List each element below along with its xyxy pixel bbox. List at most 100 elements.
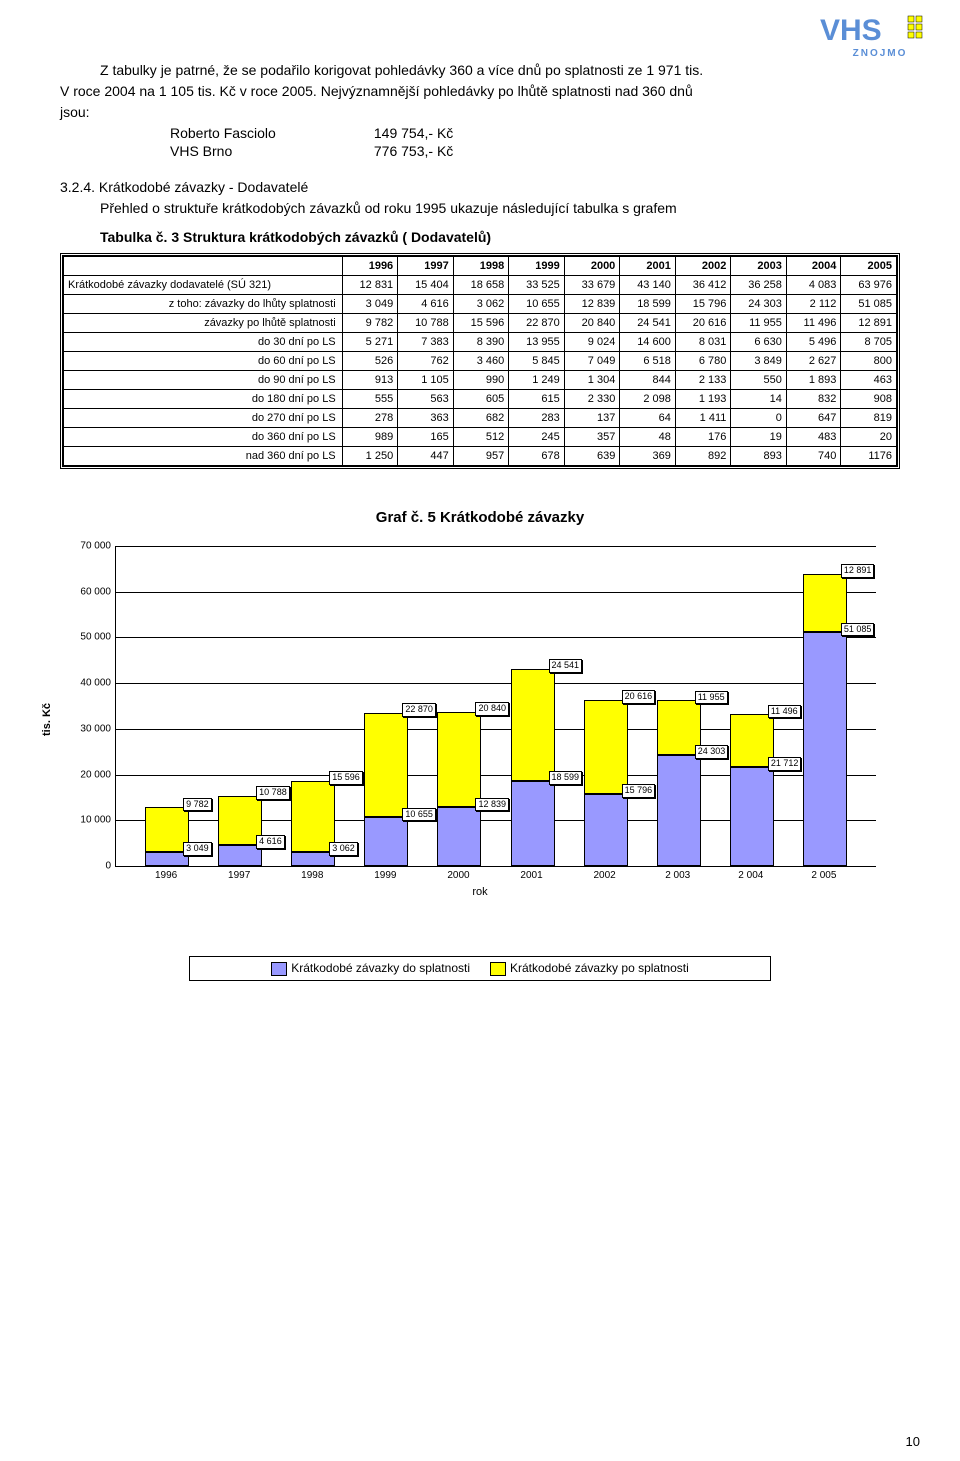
cell: 7 049 (564, 352, 620, 371)
cell: 12 839 (564, 295, 620, 314)
th-year: 2001 (620, 257, 676, 276)
table-row: Krátkodobé závazky dodavatelé (SÚ 321)12… (64, 276, 897, 295)
table-row: do 180 dní po LS5555636056152 3302 0981 … (64, 390, 897, 409)
cell: 463 (841, 371, 897, 390)
cell: 8 031 (675, 333, 731, 352)
y-tick: 0 (69, 861, 111, 872)
section-heading: 3.2.4. Krátkodobé závazky - Dodavatelé P… (60, 177, 900, 219)
creditor-amt: 776 753,- Kč (374, 143, 453, 159)
cell: 9 024 (564, 333, 620, 352)
y-tick: 20 000 (69, 769, 111, 780)
section-num: 3.2.4. Krátkodobé závazky - Dodavatelé (60, 177, 900, 198)
cell: 8 390 (453, 333, 509, 352)
bar-bottom-label: 51 085 (841, 623, 875, 637)
cell: 1 893 (786, 371, 840, 390)
th-year: 2004 (786, 257, 840, 276)
cell: 363 (398, 409, 454, 428)
cell: 13 955 (509, 333, 565, 352)
cell: 1 193 (675, 390, 731, 409)
bar-top-label: 24 541 (549, 659, 583, 673)
cell: 832 (786, 390, 840, 409)
table-row: z toho: závazky do lhůty splatnosti3 049… (64, 295, 897, 314)
legend-item-0: Krátkodobé závazky do splatnosti (271, 961, 470, 976)
row-label: do 360 dní po LS (64, 428, 343, 447)
x-tick: 2 005 (786, 870, 862, 881)
grid-line (116, 637, 876, 638)
cell: 10 655 (509, 295, 565, 314)
row-label: do 30 dní po LS (64, 333, 343, 352)
cell: 15 596 (453, 314, 509, 333)
row-label: nad 360 dní po LS (64, 447, 343, 466)
legend-label-0: Krátkodobé závazky do splatnosti (291, 961, 470, 975)
cell: 1 105 (398, 371, 454, 390)
cell: 278 (342, 409, 398, 428)
bar-top-label: 12 891 (841, 564, 875, 578)
grid-line (116, 683, 876, 684)
cell: 14 600 (620, 333, 676, 352)
cell: 5 496 (786, 333, 840, 352)
cell: 819 (841, 409, 897, 428)
row-label: do 90 dní po LS (64, 371, 343, 390)
bar-top-label: 11 496 (768, 705, 801, 719)
table-row: do 90 dní po LS9131 1059901 2491 3048442… (64, 371, 897, 390)
table-header-row: 1996 1997 1998 1999 2000 2001 2002 2003 … (64, 257, 897, 276)
cell: 893 (731, 447, 787, 466)
creditor-name: Roberto Fasciolo (170, 125, 370, 141)
x-tick: 1998 (274, 870, 350, 881)
cell: 615 (509, 390, 565, 409)
cell: 1176 (841, 447, 897, 466)
cell: 682 (453, 409, 509, 428)
cell: 22 870 (509, 314, 565, 333)
cell: 33 525 (509, 276, 565, 295)
cell: 20 616 (675, 314, 731, 333)
cell: 10 788 (398, 314, 454, 333)
intro-paragraph: Z tabulky je patrné, že se podařilo kori… (60, 60, 900, 123)
cell: 19 (731, 428, 787, 447)
table-caption: Tabulka č. 3 Struktura krátkodobých záva… (100, 229, 900, 245)
logo-text: VHS (820, 14, 882, 47)
cell: 20 (841, 428, 897, 447)
cell: 990 (453, 371, 509, 390)
y-axis-label: tis. Kč (41, 703, 53, 736)
chart-title: Graf č. 5 Krátkodobé závazky (60, 509, 900, 526)
cell: 3 062 (453, 295, 509, 314)
cell: 6 780 (675, 352, 731, 371)
cell: 11 496 (786, 314, 840, 333)
cell: 3 049 (342, 295, 398, 314)
th-year: 2002 (675, 257, 731, 276)
cell: 48 (620, 428, 676, 447)
cell: 2 133 (675, 371, 731, 390)
cell: 24 541 (620, 314, 676, 333)
cell: 2 627 (786, 352, 840, 371)
cell: 639 (564, 447, 620, 466)
cell: 512 (453, 428, 509, 447)
legend-swatch-1 (490, 962, 506, 976)
cell: 1 250 (342, 447, 398, 466)
cell: 6 630 (731, 333, 787, 352)
cell: 483 (786, 428, 840, 447)
th-year: 2000 (564, 257, 620, 276)
cell: 176 (675, 428, 731, 447)
table-row: do 270 dní po LS278363682283137641 41106… (64, 409, 897, 428)
cell: 526 (342, 352, 398, 371)
cell: 11 955 (731, 314, 787, 333)
cell: 447 (398, 447, 454, 466)
cell: 1 411 (675, 409, 731, 428)
cell: 1 304 (564, 371, 620, 390)
cell: 33 679 (564, 276, 620, 295)
bar-top (584, 700, 628, 794)
cell: 957 (453, 447, 509, 466)
cell: 844 (620, 371, 676, 390)
bar-top-label: 11 955 (695, 691, 728, 705)
logo: VHS ZNOJMO (820, 10, 940, 59)
cell: 12 891 (841, 314, 897, 333)
cell: 0 (731, 409, 787, 428)
bar-bottom (437, 807, 481, 866)
cell: 5 845 (509, 352, 565, 371)
cell: 165 (398, 428, 454, 447)
cell: 18 599 (620, 295, 676, 314)
cell: 6 518 (620, 352, 676, 371)
cell: 989 (342, 428, 398, 447)
bar-bottom-label: 15 796 (622, 784, 656, 798)
section-l1: Přehled o struktuře krátkodobých závazků… (100, 198, 900, 219)
